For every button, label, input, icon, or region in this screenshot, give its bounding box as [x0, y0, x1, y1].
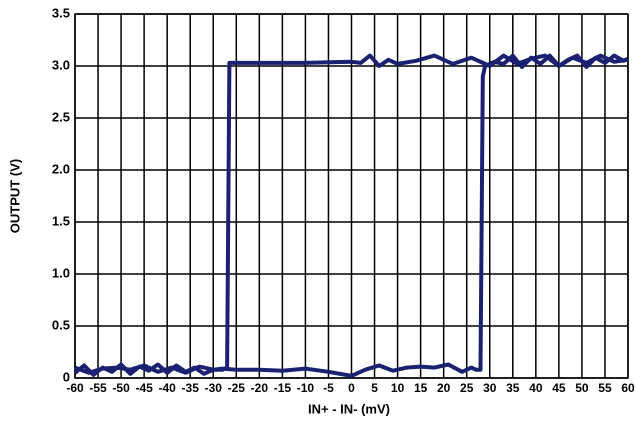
- x-tick-label: 25: [460, 381, 474, 395]
- x-tick-label: -25: [228, 381, 246, 395]
- data-line: [74, 53, 629, 375]
- y-tick-label: 3.5: [52, 5, 70, 20]
- y-tick-label: 1.5: [52, 213, 70, 228]
- x-tick-label: -40: [158, 381, 176, 395]
- x-tick-label: 50: [575, 381, 589, 395]
- x-tick-label: -45: [135, 381, 153, 395]
- x-tick-label: 35: [506, 381, 520, 395]
- x-tick-label: -5: [323, 381, 334, 395]
- x-tick-label: 5: [371, 381, 378, 395]
- x-tick-label: -10: [297, 381, 315, 395]
- x-axis-label: IN+ - IN- (mV): [308, 401, 390, 416]
- x-tick-label: 45: [552, 381, 566, 395]
- x-tick-label: -30: [205, 381, 223, 395]
- plot-frame: [74, 13, 629, 379]
- x-tick-label: 30: [483, 381, 497, 395]
- x-tick-label: 20: [437, 381, 451, 395]
- x-tick-label: 15: [414, 381, 428, 395]
- x-tick-label: 40: [529, 381, 543, 395]
- x-tick-label: -15: [274, 381, 292, 395]
- x-tick-label: -50: [112, 381, 130, 395]
- x-tick-label: -60: [66, 381, 84, 395]
- x-tick-label: 55: [598, 381, 612, 395]
- y-axis-label: OUTPUT (V): [7, 159, 22, 233]
- y-tick-label: 3.0: [52, 57, 70, 72]
- x-tick-label: -35: [182, 381, 200, 395]
- x-tick-label: 0: [348, 381, 355, 395]
- y-tick-label: 2.0: [52, 161, 70, 176]
- x-tick-label: 10: [391, 381, 405, 395]
- x-tick-label: -55: [89, 381, 107, 395]
- x-tick-label: -20: [251, 381, 269, 395]
- y-tick-label: 0: [63, 369, 70, 384]
- y-tick-label: 2.5: [52, 109, 70, 124]
- x-tick-label: 60: [621, 381, 635, 395]
- y-tick-label: 1.0: [52, 265, 70, 280]
- y-tick-label: 0.5: [52, 317, 70, 332]
